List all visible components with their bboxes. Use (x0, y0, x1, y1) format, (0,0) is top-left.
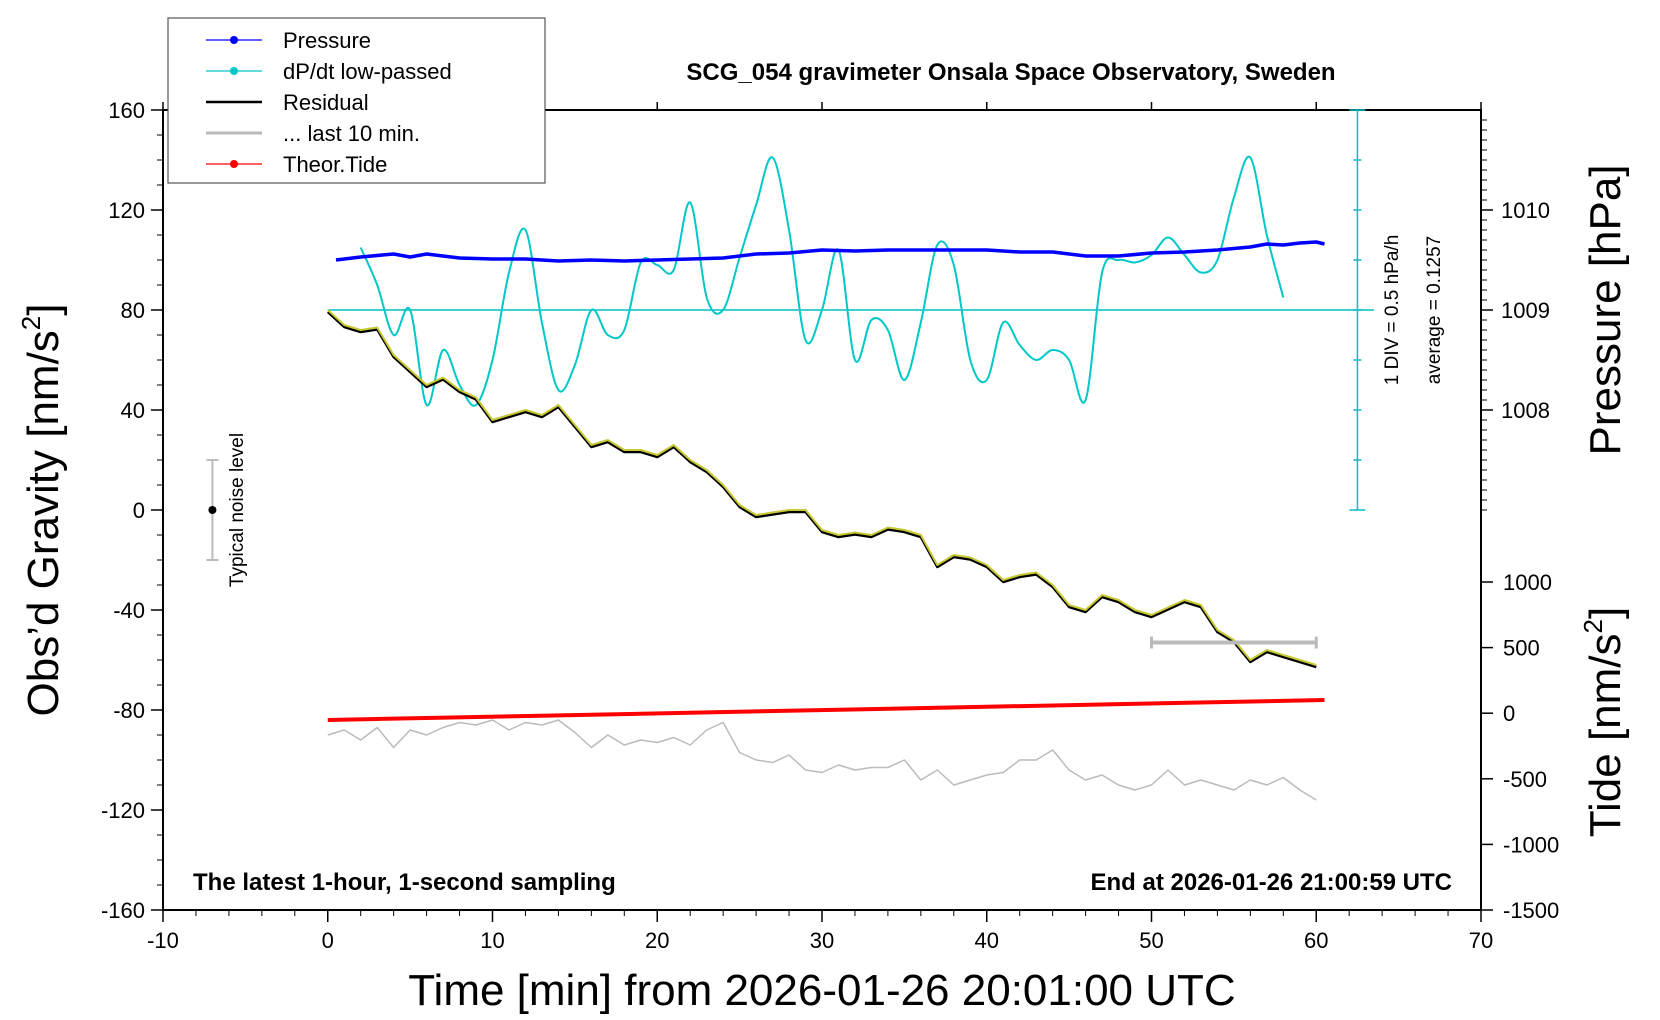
plot-frame (162, 109, 1482, 911)
y-tick-label: -160 (101, 898, 145, 923)
tide-axis-label-exp: 2 (1578, 619, 1608, 633)
legend: Pressure dP/dt low-passed Residual ... last… (167, 17, 546, 184)
y-tick-label: 40 (121, 398, 145, 423)
legend-label: Theor.Tide (283, 152, 387, 177)
x-tick-label: 30 (810, 928, 834, 953)
y-tick-label: 0 (133, 498, 145, 523)
noise-bar-dot (208, 506, 217, 514)
tide-tick-label: 500 (1503, 636, 1540, 661)
footer-left: The latest 1-hour, 1-second sampling (193, 869, 616, 896)
y-tick-label: -40 (113, 598, 145, 623)
series-pressure (335, 240, 1325, 263)
chart-title: SCG_054 gravimeter Onsala Space Observat… (686, 59, 1335, 86)
tide-axis-label-close: ] (1581, 607, 1630, 619)
y-axis-label-exp: 2 (16, 316, 46, 330)
tide-axis-label-main: Tide [nm/s (1581, 633, 1630, 837)
legend-swatch-marker (230, 67, 238, 75)
x-tick-label: 40 (975, 928, 999, 953)
x-tick-label: -10 (147, 928, 179, 953)
series-layer (326, 155, 1325, 801)
series-residual-black (326, 311, 1317, 669)
pressure-tick-label: 1009 (1501, 298, 1550, 323)
legend-label: Residual (283, 90, 369, 115)
series-residual (327, 309, 1317, 666)
y-tick-label: 160 (108, 98, 145, 123)
tide-tick-label: -1000 (1503, 832, 1559, 857)
x-axis-ticks: -10 0 10 20 30 40 50 60 70 (147, 102, 1493, 953)
y-tick-label: -120 (101, 798, 145, 823)
last-10-min-bar (1150, 636, 1318, 649)
pressure-axis-ticks: 1010 1009 1008 (1481, 119, 1550, 511)
dpdt-scale-bar (1349, 109, 1366, 511)
x-tick-label: 20 (645, 928, 669, 953)
noise-level-label: Typical noise level (227, 433, 248, 587)
legend-swatch-marker (230, 160, 238, 168)
minor-ticks (157, 109, 1482, 916)
noise-level-bar (206, 459, 219, 561)
tide-tick-label: 0 (1503, 701, 1515, 726)
dpdt-scale-label: 1 DIV = 0.5 hPa/h (1382, 235, 1403, 386)
series-dpdt (359, 155, 1285, 407)
y-tick-label: 120 (108, 198, 145, 223)
y-tick-label: 80 (121, 298, 145, 323)
y-tick-label: -80 (113, 698, 145, 723)
tide-axis-label: Tide [nm/s2] (1578, 607, 1630, 837)
tide-tick-label: -500 (1503, 767, 1547, 792)
pressure-tick-label: 1010 (1501, 198, 1550, 223)
y-axis-label-main: Obs’d Gravity [nm/s (19, 330, 68, 716)
legend-box (167, 17, 546, 184)
legend-label: ... last 10 min. (283, 121, 420, 146)
x-tick-label: 60 (1304, 928, 1328, 953)
tide-tick-label: 1000 (1503, 570, 1552, 595)
legend-label: dP/dt low-passed (283, 59, 452, 84)
y-axis-label-close: ] (19, 303, 68, 315)
legend-swatch-marker (230, 36, 238, 44)
tide-tick-label: -1500 (1503, 898, 1559, 923)
y-axis-label: Obs’d Gravity [nm/s2] (16, 303, 68, 716)
series-last-10-min (327, 719, 1317, 801)
y-axis-ticks: 160 120 80 40 0 -40 -80 -120 -160 (101, 98, 163, 923)
x-tick-label: 10 (480, 928, 504, 953)
x-tick-label: 70 (1469, 928, 1493, 953)
x-tick-label: 0 (322, 928, 334, 953)
pressure-axis-label: Pressure [hPa] (1581, 164, 1630, 455)
dpdt-average-label: average = 0.1257 (1424, 236, 1445, 384)
x-tick-label: 50 (1139, 928, 1163, 953)
series-theor-tide (327, 698, 1325, 722)
tide-axis-ticks: 1000 500 0 -500 -1000 -1500 (1481, 570, 1559, 923)
footer-right: End at 2026-01-26 21:00:59 UTC (1091, 869, 1453, 896)
legend-label: Pressure (283, 28, 371, 53)
x-axis-label: Time [min] from 2026-01-26 20:01:00 UTC (408, 966, 1235, 1015)
pressure-tick-label: 1008 (1501, 398, 1550, 423)
